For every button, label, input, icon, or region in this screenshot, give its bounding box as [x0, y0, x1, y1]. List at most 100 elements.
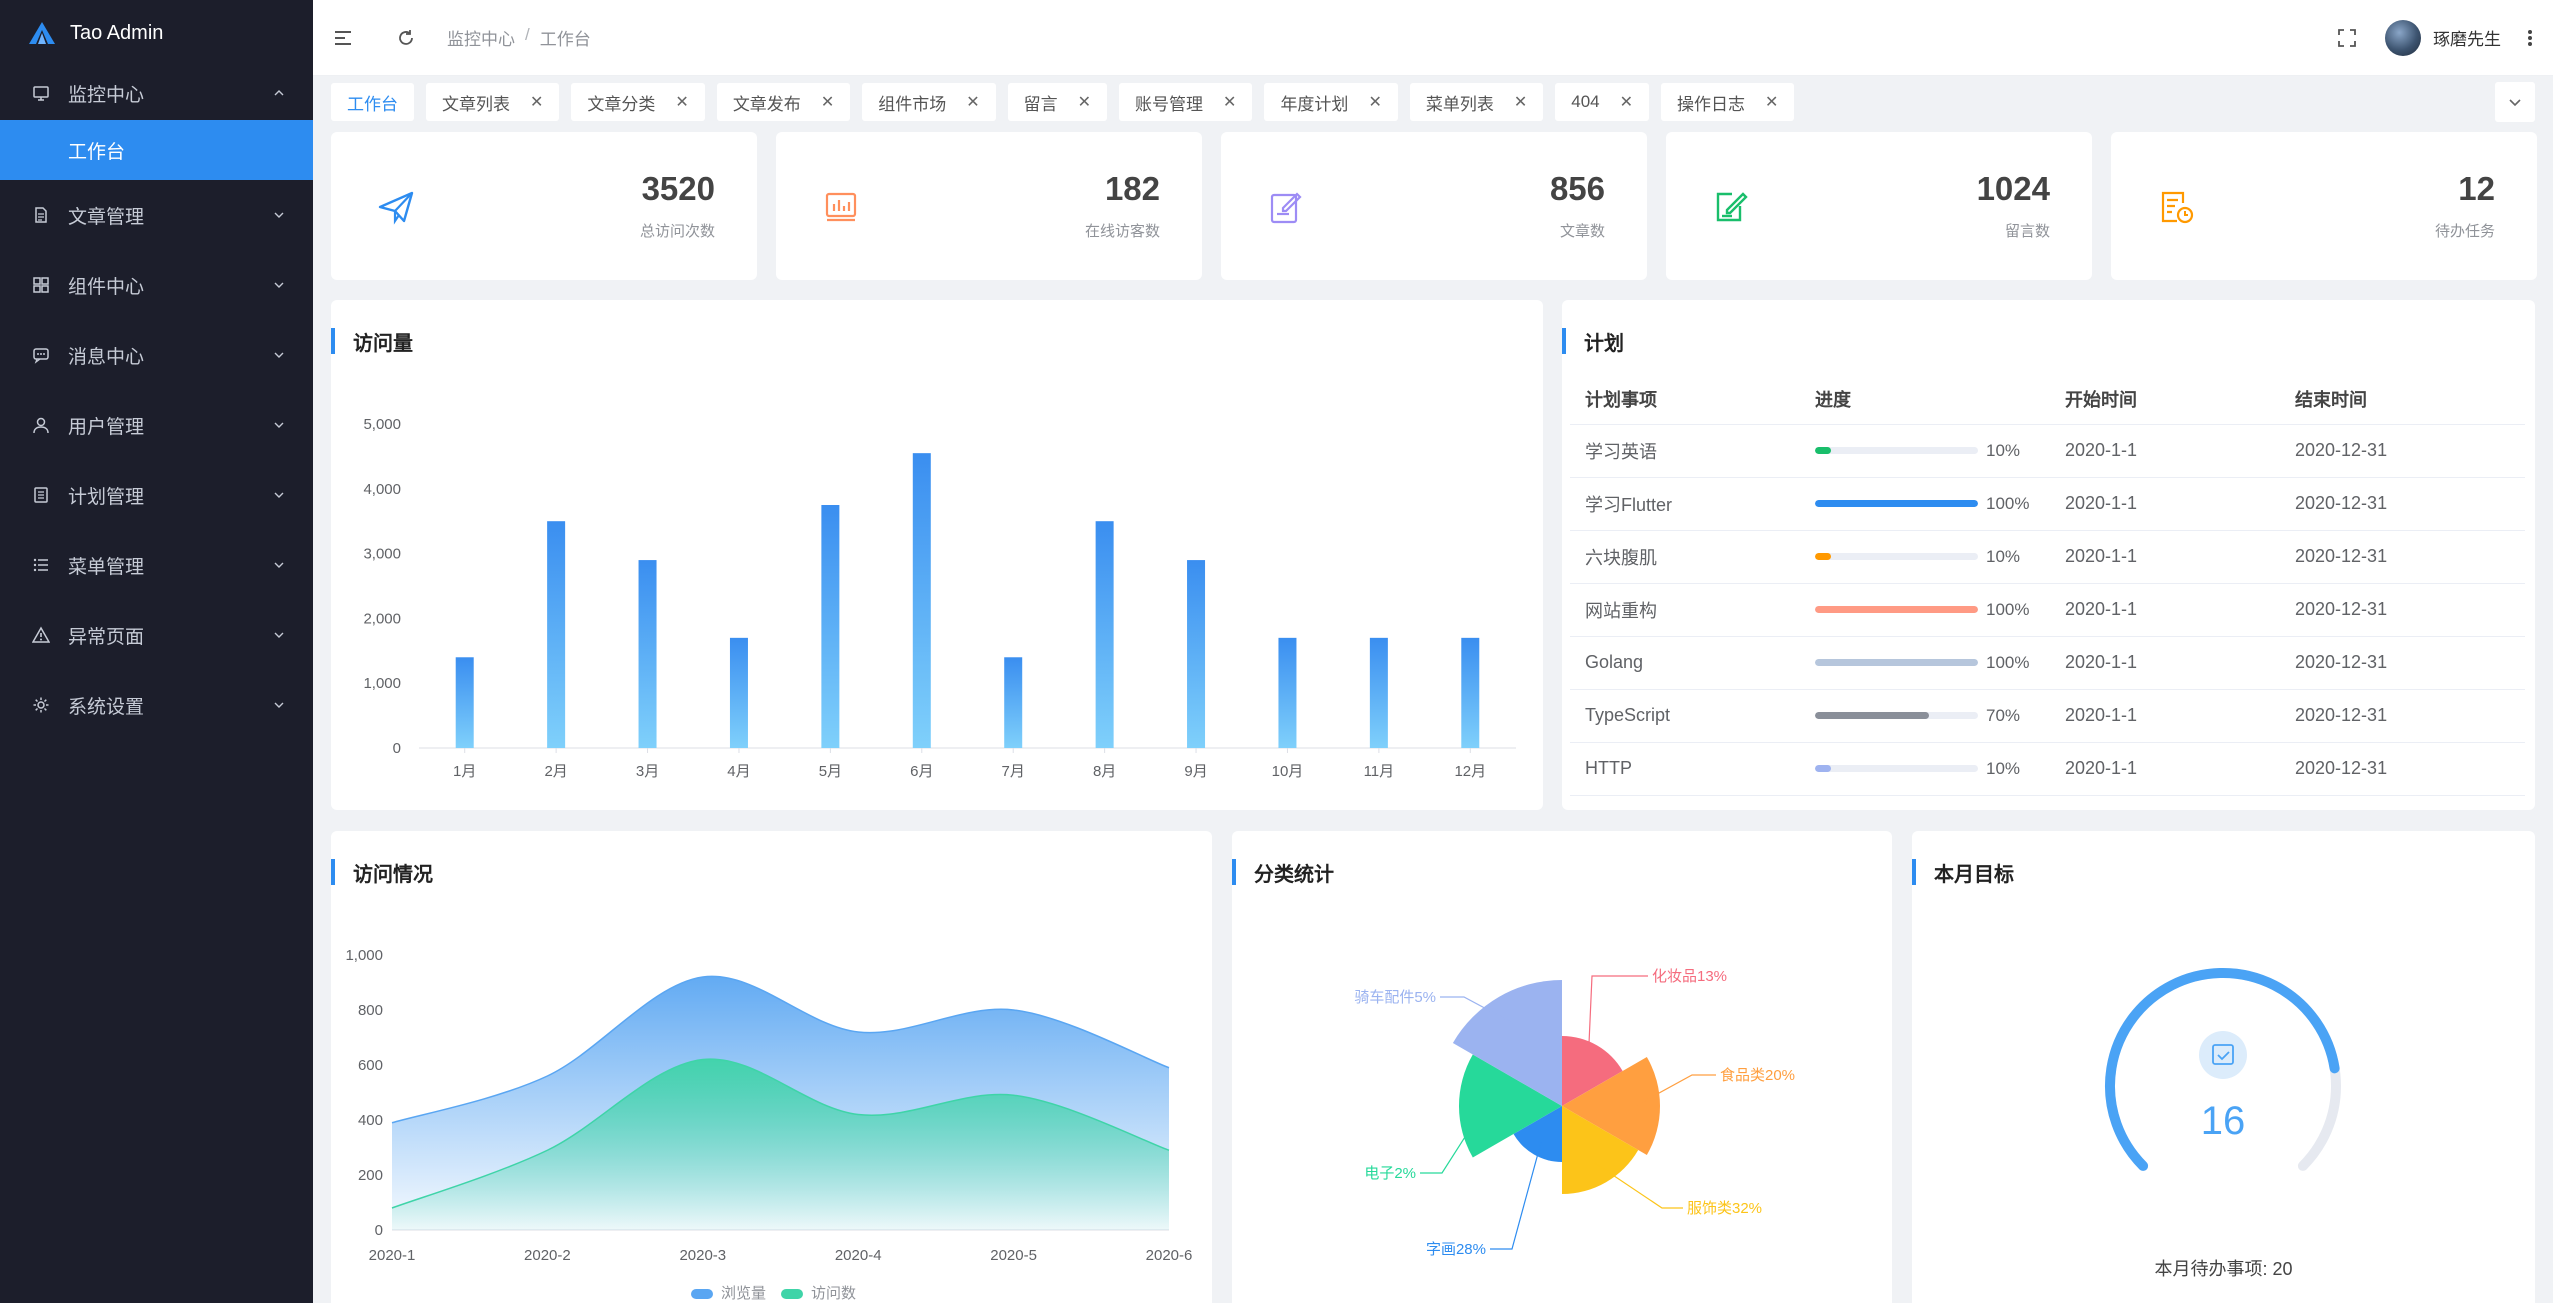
y-tick-label: 2,000 — [363, 610, 401, 627]
area-series-line[interactable] — [391, 1058, 1170, 1209]
tab[interactable]: 文章列表 ✕ — [426, 83, 560, 121]
table-row[interactable]: 六块腹肌 10% 2020-1-1 2020-12-31 — [1570, 530, 2525, 584]
bar[interactable] — [455, 657, 474, 748]
tab[interactable]: 工作台 — [331, 83, 414, 121]
table-row[interactable]: 学习英语 10% 2020-1-1 2020-12-31 — [1570, 424, 2525, 478]
bar[interactable] — [547, 521, 566, 748]
pie-slice[interactable] — [1562, 1036, 1623, 1106]
legend-label[interactable]: 访问数 — [811, 1285, 856, 1302]
area-series-line[interactable] — [391, 975, 1170, 1124]
close-icon[interactable]: ✕ — [1368, 94, 1382, 111]
sidebar-subitem-workbench[interactable]: 工作台 — [0, 120, 313, 180]
bar[interactable] — [1095, 521, 1114, 748]
tab[interactable]: 账号管理 ✕ — [1119, 83, 1253, 121]
sidebar-item[interactable]: 消息中心 — [0, 320, 313, 390]
tab-label: 文章分类 — [587, 94, 656, 114]
table-row[interactable]: 学习Flutter 100% 2020-1-1 2020-12-31 — [1570, 477, 2525, 531]
close-icon[interactable]: ✕ — [1513, 94, 1528, 111]
stat-card[interactable]: 1024 留言数 — [1666, 132, 2092, 280]
category-panel: 分类统计 化妆品13% 食品类20% 服饰类32% 字画28% 电子2% 骑车配件5% — [1232, 831, 1892, 1303]
tabs-dropdown-button[interactable] — [2495, 82, 2535, 122]
sidebar-item[interactable]: 组件中心 — [0, 250, 313, 320]
goal-title: 本月目标 — [1934, 863, 2014, 886]
tab[interactable]: 组件市场 ✕ — [862, 83, 996, 121]
bar[interactable] — [1461, 637, 1480, 748]
x-tick-label: 9月 — [1184, 763, 1207, 780]
more-vertical-icon[interactable] — [2527, 28, 2533, 48]
sidebar-item-label: 组件中心 — [68, 276, 145, 298]
table-row[interactable]: TypeScript 70% 2020-1-1 2020-12-31 — [1570, 689, 2525, 743]
pie-slice[interactable] — [1459, 1054, 1562, 1158]
breadcrumb-item[interactable]: 监控中心 — [447, 30, 515, 49]
x-tick-label: 6月 — [910, 763, 933, 780]
brand[interactable]: Tao Admin — [0, 0, 313, 66]
avatar[interactable] — [2385, 19, 2421, 56]
pie-slice[interactable] — [1452, 980, 1562, 1106]
legend-swatch[interactable] — [691, 1289, 713, 1299]
close-icon[interactable]: ✕ — [1619, 94, 1634, 111]
bar[interactable] — [1187, 560, 1206, 748]
close-icon[interactable]: ✕ — [675, 94, 689, 111]
legend-label[interactable]: 浏览量 — [721, 1285, 766, 1302]
sidebar-item[interactable]: 监控中心 — [0, 66, 313, 120]
table-row[interactable]: Golang 100% 2020-1-1 2020-12-31 — [1570, 636, 2525, 690]
sidebar-item[interactable]: 异常页面 — [0, 600, 313, 670]
tab[interactable]: 文章发布 ✕ — [716, 83, 851, 121]
stat-card[interactable]: 3520 总访问次数 — [331, 132, 757, 280]
stat-card[interactable]: 182 在线访客数 — [776, 132, 1202, 280]
tab[interactable]: 操作日志 ✕ — [1661, 83, 1795, 121]
tab[interactable]: 文章分类 ✕ — [571, 83, 705, 121]
chevron-down-icon — [274, 352, 284, 358]
close-icon[interactable]: ✕ — [1765, 94, 1779, 111]
plan-name: HTTP — [1570, 742, 1800, 796]
pie-slice[interactable] — [1562, 1057, 1660, 1155]
column-header: 结束时间 — [2280, 374, 2525, 425]
progress-percent: 10% — [1986, 546, 2021, 566]
x-tick-label: 2020-1 — [369, 1247, 416, 1264]
plan-name: TypeScript — [1570, 689, 1800, 743]
tab[interactable]: 留言 ✕ — [1007, 83, 1108, 121]
sidebar-item[interactable]: 系统设置 — [0, 670, 313, 740]
bar[interactable] — [1004, 657, 1023, 748]
table-row[interactable]: 网站重构 100% 2020-1-1 2020-12-31 — [1570, 583, 2525, 637]
bar[interactable] — [638, 560, 657, 748]
bar[interactable] — [729, 637, 748, 748]
refresh-icon[interactable] — [395, 27, 417, 49]
legend-swatch[interactable] — [781, 1289, 803, 1299]
table-row[interactable]: HTTP 10% 2020-1-1 2020-12-31 — [1570, 742, 2525, 796]
bar[interactable] — [821, 505, 840, 748]
sidebar-item[interactable]: 用户管理 — [0, 390, 313, 460]
close-icon[interactable]: ✕ — [1223, 94, 1237, 111]
bar[interactable] — [1278, 637, 1297, 748]
pie-label-line — [1420, 1105, 1486, 1174]
close-icon[interactable]: ✕ — [1077, 94, 1092, 111]
fullscreen-icon[interactable] — [2337, 28, 2357, 48]
sidebar-item[interactable]: 菜单管理 — [0, 530, 313, 600]
x-tick-label: 4月 — [727, 763, 750, 780]
bar[interactable] — [1369, 637, 1388, 748]
menu-toggle-icon[interactable] — [333, 27, 355, 49]
progress-fill — [1815, 447, 1832, 454]
close-icon[interactable]: ✕ — [966, 94, 980, 111]
pie-slice[interactable] — [1562, 1106, 1639, 1194]
tab[interactable]: 年度计划 ✕ — [1264, 83, 1398, 121]
close-icon[interactable]: ✕ — [820, 94, 835, 111]
username[interactable]: 琢磨先生 — [2433, 30, 2501, 49]
stat-card[interactable]: 856 文章数 — [1221, 132, 1647, 280]
tab[interactable]: 菜单列表 ✕ — [1409, 83, 1544, 121]
goal-footer: 本月待办事项: 20 — [2154, 1259, 2293, 1279]
chevron-up-icon — [274, 90, 284, 96]
stat-value: 182 — [1104, 170, 1160, 207]
sidebar-item-label: 计划管理 — [68, 486, 145, 508]
sidebar-item[interactable]: 计划管理 — [0, 460, 313, 530]
close-icon[interactable]: ✕ — [530, 94, 544, 111]
stat-card[interactable]: 12 待办任务 — [2111, 132, 2537, 280]
chevron-down-icon — [274, 422, 284, 428]
tab[interactable]: 404 ✕ — [1555, 83, 1650, 121]
pie-slice[interactable] — [1513, 1106, 1562, 1162]
bar[interactable] — [912, 453, 931, 748]
breadcrumb-item: 工作台 — [539, 30, 591, 49]
progress-percent: 100% — [1986, 493, 2030, 513]
sidebar-item[interactable]: 文章管理 — [0, 180, 313, 250]
column-header: 进度 — [1800, 374, 2050, 425]
